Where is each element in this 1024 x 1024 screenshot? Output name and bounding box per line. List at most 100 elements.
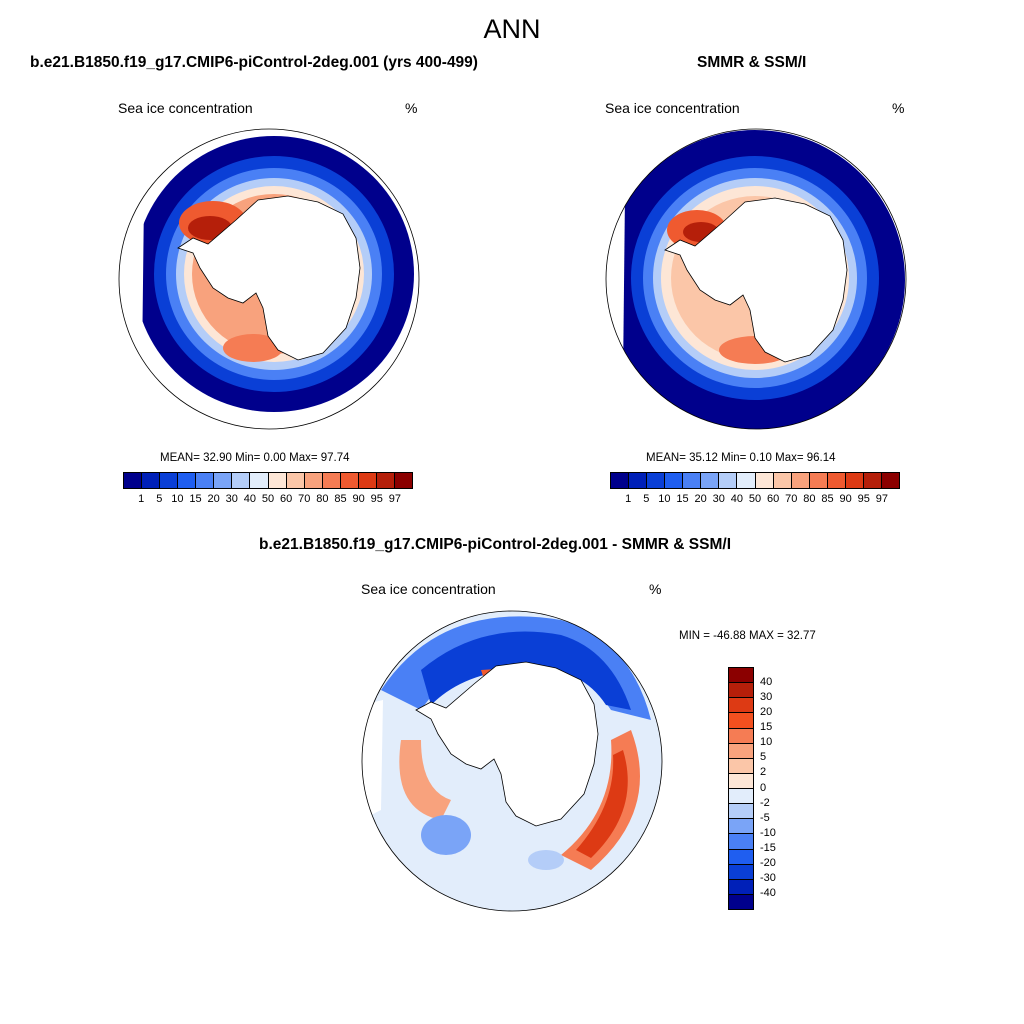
panel-3-title: b.e21.B1850.f19_g17.CMIP6-piControl-2deg… [259, 536, 732, 553]
colorbar-tick-label: 70 [785, 493, 798, 505]
colorbar-swatch [729, 819, 753, 835]
colorbar-tick-label: -20 [760, 856, 776, 869]
colorbar-tick-label: -40 [760, 886, 776, 899]
colorbar-tick-label: 30 [760, 691, 773, 704]
colorbar-tick-label: 60 [767, 493, 780, 505]
colorbar-swatch [729, 879, 753, 895]
colorbar-swatch [214, 473, 233, 488]
panel-3-polar-map [361, 610, 663, 912]
colorbar-tick-label: 5 [156, 493, 163, 505]
colorbar-tick-label: 50 [748, 493, 762, 505]
colorbar-swatch [268, 473, 287, 488]
panel-2-title: SMMR & SSM/I [697, 54, 807, 71]
colorbar-tick-label: -2 [760, 796, 770, 809]
colorbar-tick-label: 97 [875, 493, 888, 505]
colorbar-swatch [358, 473, 377, 488]
colorbar-swatch [729, 668, 753, 684]
panel-3-stats: MIN = -46.88 MAX = 32.77 [679, 630, 816, 642]
panel-3-unit-label: % [649, 581, 662, 597]
colorbar-swatch [729, 849, 753, 865]
colorbar-tick-label: -15 [760, 841, 776, 854]
colorbar-tick-label: 15 [189, 493, 202, 505]
colorbar-swatch [773, 473, 792, 488]
panel-1-variable-label: Sea ice concentration [118, 100, 253, 116]
colorbar-swatch [196, 473, 215, 488]
colorbar-tick-label: 15 [760, 721, 773, 734]
colorbar-swatch [729, 683, 753, 699]
colorbar-tick-label: 15 [676, 493, 689, 505]
colorbar-swatch [142, 473, 161, 488]
colorbar-tick-label: 2 [760, 766, 767, 779]
colorbar-swatch [729, 834, 753, 850]
colorbar-swatch [683, 473, 702, 488]
panel-1-unit-label: % [405, 100, 418, 116]
colorbar-tick-label: 5 [643, 493, 650, 505]
colorbar-swatch [394, 473, 412, 488]
panel-2-stats: MEAN= 35.12 Min= 0.10 Max= 96.14 [646, 452, 836, 464]
colorbar-tick-label: 60 [280, 493, 293, 505]
colorbar-swatch [304, 473, 323, 488]
colorbar-swatch [250, 473, 269, 488]
panel-1-polar-map [118, 128, 420, 430]
panel-3-colorbar [728, 667, 754, 910]
colorbar-swatch [729, 728, 753, 744]
colorbar-swatch [729, 804, 753, 820]
colorbar-tick-label: 95 [857, 493, 870, 505]
colorbar-tick-label: 85 [821, 493, 834, 505]
panel-2-variable-label: Sea ice concentration [605, 100, 740, 116]
colorbar-tick-label: 70 [298, 493, 311, 505]
colorbar-swatch [629, 473, 648, 488]
colorbar-tick-label: 80 [316, 493, 329, 505]
colorbar-swatch [827, 473, 846, 488]
colorbar-tick-label: 80 [803, 493, 816, 505]
colorbar-swatch [845, 473, 864, 488]
colorbar-tick-label: -30 [760, 871, 776, 884]
colorbar-tick-label: 90 [352, 493, 365, 505]
colorbar-swatch [809, 473, 828, 488]
antarctica-outline [177, 195, 361, 361]
colorbar-swatch [729, 743, 753, 759]
colorbar-swatch [729, 713, 753, 729]
panel-1-stats: MEAN= 32.90 Min= 0.00 Max= 97.74 [160, 452, 350, 464]
colorbar-swatch [701, 473, 720, 488]
colorbar-swatch [611, 473, 630, 488]
colorbar-tick-label: 20 [694, 493, 707, 505]
colorbar-swatch [719, 473, 738, 488]
colorbar-swatch [881, 473, 899, 488]
antarctica-outline-3 [415, 661, 599, 827]
colorbar-swatch [340, 473, 359, 488]
colorbar-swatch [863, 473, 882, 488]
colorbar-swatch [178, 473, 197, 488]
colorbar-tick-label: 10 [171, 493, 184, 505]
colorbar-tick-label: 90 [839, 493, 852, 505]
colorbar-swatch [729, 698, 753, 714]
colorbar-tick-label: 30 [225, 493, 238, 505]
colorbar-swatch [647, 473, 666, 488]
antarctica-outline-2 [664, 197, 848, 363]
colorbar-swatch [737, 473, 756, 488]
panel-2-colorbar: 1 5 10 15 20 30 40 50 60 70 80 85 90 95 97 [610, 472, 900, 507]
colorbar-swatch [729, 789, 753, 805]
colorbar-swatch [376, 473, 395, 488]
colorbar-tick-label: 10 [658, 493, 671, 505]
colorbar-tick-label: 1 [138, 493, 145, 505]
colorbar-swatch [729, 864, 753, 880]
panel-1-title: b.e21.B1850.f19_g17.CMIP6-piControl-2deg… [30, 54, 478, 71]
colorbar-tick-label: 20 [207, 493, 220, 505]
colorbar-tick-label: 85 [334, 493, 347, 505]
colorbar-swatch [665, 473, 684, 488]
colorbar-tick-label: 40 [730, 493, 743, 505]
colorbar-tick-label: 10 [760, 736, 773, 749]
colorbar-swatch [755, 473, 774, 488]
colorbar-swatch [160, 473, 179, 488]
panel-2-unit-label: % [892, 100, 905, 116]
colorbar-swatch [791, 473, 810, 488]
colorbar-tick-label: 20 [760, 706, 773, 719]
colorbar-tick-label: 50 [261, 493, 275, 505]
colorbar-tick-label: -5 [760, 811, 770, 824]
colorbar-swatch [322, 473, 341, 488]
panel-1-colorbar: 1 5 10 15 20 30 40 50 60 70 80 85 90 95 97 [123, 472, 413, 507]
colorbar-tick-label: 40 [243, 493, 256, 505]
colorbar-swatch [286, 473, 305, 488]
colorbar-swatch [729, 773, 753, 789]
